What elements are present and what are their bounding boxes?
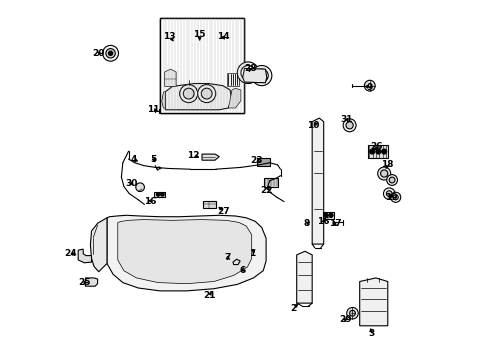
Polygon shape — [232, 259, 240, 265]
Polygon shape — [242, 68, 266, 83]
Text: 30: 30 — [124, 179, 137, 188]
Circle shape — [383, 188, 394, 199]
Circle shape — [388, 177, 394, 183]
Polygon shape — [162, 92, 165, 108]
Polygon shape — [257, 158, 270, 166]
Circle shape — [328, 213, 332, 217]
Text: 20: 20 — [92, 49, 104, 58]
Circle shape — [136, 183, 144, 192]
Circle shape — [183, 88, 194, 99]
Circle shape — [160, 193, 164, 196]
Circle shape — [251, 66, 271, 86]
Circle shape — [386, 175, 397, 185]
Text: 5: 5 — [150, 155, 157, 163]
Circle shape — [375, 149, 380, 154]
Bar — [163, 22, 241, 110]
Text: 3: 3 — [367, 328, 374, 338]
Text: 8: 8 — [303, 220, 309, 229]
Polygon shape — [296, 251, 311, 303]
Circle shape — [346, 122, 352, 129]
Circle shape — [381, 149, 386, 154]
Text: 25: 25 — [78, 278, 90, 287]
Text: 15: 15 — [193, 30, 205, 39]
Circle shape — [343, 119, 355, 132]
Polygon shape — [264, 178, 277, 187]
Circle shape — [106, 49, 115, 58]
Polygon shape — [322, 212, 333, 219]
Text: 27: 27 — [217, 207, 229, 216]
Text: 28: 28 — [244, 64, 256, 73]
Text: 24: 24 — [64, 249, 77, 258]
Text: 23: 23 — [249, 156, 262, 165]
Text: 29: 29 — [338, 315, 351, 324]
Circle shape — [377, 167, 390, 180]
Text: 12: 12 — [187, 151, 199, 160]
Text: 16: 16 — [317, 217, 329, 226]
Circle shape — [364, 80, 374, 91]
Text: 2: 2 — [289, 305, 296, 313]
Polygon shape — [359, 278, 387, 326]
Polygon shape — [85, 278, 98, 286]
Circle shape — [255, 69, 268, 82]
Circle shape — [392, 195, 397, 200]
Circle shape — [369, 149, 374, 154]
Circle shape — [241, 66, 255, 80]
Circle shape — [102, 45, 118, 61]
Polygon shape — [107, 215, 265, 291]
Text: 9: 9 — [366, 83, 372, 92]
Text: 31: 31 — [340, 115, 353, 124]
Circle shape — [197, 85, 215, 103]
Text: 18: 18 — [381, 161, 393, 170]
Polygon shape — [118, 220, 251, 284]
Text: 17: 17 — [328, 220, 341, 229]
Text: 26: 26 — [370, 143, 383, 152]
Bar — [160, 18, 244, 113]
Polygon shape — [367, 145, 387, 158]
Circle shape — [346, 307, 358, 319]
Polygon shape — [203, 201, 215, 208]
Text: 21: 21 — [203, 292, 215, 300]
Polygon shape — [165, 84, 231, 110]
Text: 14: 14 — [216, 32, 229, 41]
Polygon shape — [311, 118, 323, 244]
Polygon shape — [78, 249, 91, 263]
Circle shape — [201, 88, 212, 99]
Text: 16: 16 — [143, 197, 156, 206]
Circle shape — [349, 310, 355, 316]
Circle shape — [108, 51, 113, 55]
Text: 6: 6 — [239, 266, 245, 275]
Text: 22: 22 — [260, 186, 272, 195]
Polygon shape — [228, 88, 241, 108]
Text: 7: 7 — [224, 253, 230, 262]
Polygon shape — [202, 154, 219, 160]
Text: 4: 4 — [130, 155, 137, 163]
Circle shape — [179, 85, 197, 103]
Text: 1: 1 — [248, 249, 254, 258]
Circle shape — [390, 192, 400, 202]
Polygon shape — [90, 218, 107, 272]
Bar — [160, 18, 244, 113]
Circle shape — [156, 193, 160, 196]
Polygon shape — [153, 192, 165, 197]
Text: 10: 10 — [307, 121, 319, 130]
Circle shape — [237, 62, 258, 84]
Circle shape — [386, 191, 391, 197]
Polygon shape — [164, 69, 176, 86]
Circle shape — [380, 170, 387, 177]
Circle shape — [323, 213, 327, 217]
Text: 11: 11 — [147, 105, 160, 114]
Text: 13: 13 — [163, 32, 176, 41]
Text: 19: 19 — [384, 193, 397, 202]
